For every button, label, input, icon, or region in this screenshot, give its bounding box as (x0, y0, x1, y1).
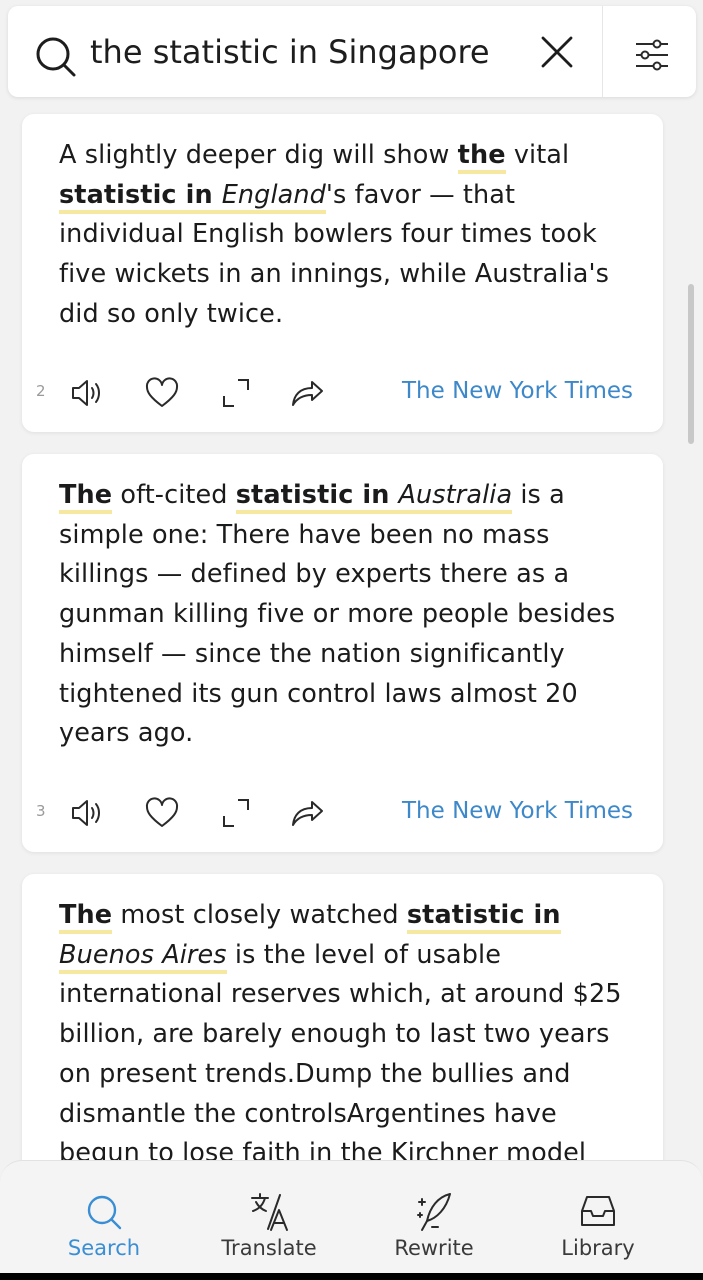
highlight-term: The (59, 900, 113, 934)
heart-icon[interactable] (144, 376, 180, 410)
result-index: 2 (36, 382, 46, 400)
home-indicator (0, 1273, 703, 1280)
source-link[interactable]: The New York Times (402, 798, 633, 824)
inbox-tray-icon (581, 1196, 615, 1226)
nav-rewrite[interactable]: Rewrite (359, 1191, 509, 1260)
result-text[interactable]: The oft-cited statistic in Australia is … (59, 476, 639, 754)
search-divider (602, 6, 603, 97)
search-input[interactable]: the statistic in Singapore (90, 33, 490, 71)
close-icon[interactable] (540, 35, 574, 69)
result-text[interactable]: A slightly deeper dig will show the vita… (59, 136, 639, 335)
search-icon[interactable] (35, 36, 77, 78)
result-card: The most closely watched statistic in Bu… (22, 874, 663, 1204)
card-actions: 2 The New York Times (22, 376, 663, 410)
expand-icon[interactable] (218, 376, 254, 410)
share-icon[interactable] (290, 376, 326, 410)
nav-label: Search (67, 1236, 141, 1260)
highlight-term: the (457, 140, 506, 174)
bottom-nav: Search Translate Rewrite (0, 1160, 703, 1280)
expand-icon[interactable] (218, 796, 254, 830)
search-bar: the statistic in Singapore (8, 6, 696, 97)
result-text[interactable]: The most closely watched statistic in Bu… (59, 896, 639, 1174)
highlight-term: Australia (398, 480, 513, 514)
highlight-term: England (221, 179, 326, 214)
result-card: A slightly deeper dig will show the vita… (22, 114, 663, 432)
scrollbar[interactable] (688, 284, 694, 444)
text-segment: is the level of usable international res… (59, 939, 622, 1169)
speaker-icon[interactable] (70, 376, 106, 410)
heart-icon[interactable] (144, 796, 180, 830)
text-segment: most closely watched (112, 900, 407, 930)
result-card: The oft-cited statistic in Australia is … (22, 454, 663, 852)
highlight-term: statistic in (235, 480, 399, 514)
highlight-term: statistic in (59, 179, 222, 214)
translate-icon (251, 1193, 288, 1231)
text-segment: 's favor — that individual English bowle… (59, 179, 609, 329)
filter-sliders-icon[interactable] (632, 35, 672, 75)
nav-label: Rewrite (394, 1236, 474, 1260)
nav-library[interactable]: Library (523, 1191, 673, 1260)
nav-label: Translate (221, 1236, 317, 1260)
nav-search[interactable]: Search (29, 1191, 179, 1260)
text-segment: vital (505, 140, 570, 170)
result-index: 3 (36, 802, 46, 820)
quill-sparkle-icon (417, 1193, 451, 1231)
card-actions: 3 The New York Times (22, 796, 663, 830)
highlight-term: statistic in (406, 900, 561, 934)
nav-translate[interactable]: Translate (194, 1191, 344, 1260)
search-icon (87, 1195, 122, 1230)
text-segment: oft-cited (112, 480, 236, 510)
source-link[interactable]: The New York Times (402, 378, 633, 404)
highlight-term: The (59, 480, 113, 514)
speaker-icon[interactable] (70, 796, 106, 830)
text-segment: is a simple one: There have been no mass… (59, 480, 616, 749)
share-icon[interactable] (290, 796, 326, 830)
nav-label: Library (561, 1236, 635, 1260)
text-segment: A slightly deeper dig will show (59, 140, 458, 170)
highlight-term: Buenos Aires (59, 939, 227, 974)
